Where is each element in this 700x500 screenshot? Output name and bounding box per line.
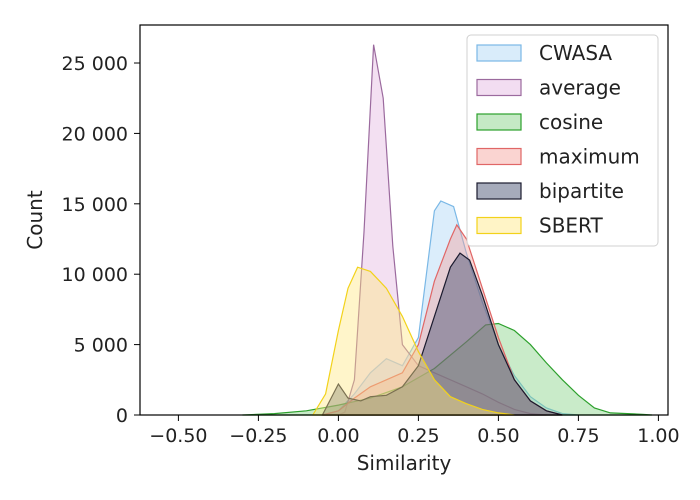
y-axis-label: Count <box>23 190 47 250</box>
y-tick-label: 10 000 <box>62 264 128 286</box>
legend-label-cwasa: CWASA <box>539 41 612 65</box>
x-tick-label: 0.50 <box>477 425 519 447</box>
series-area-sbert <box>311 266 515 416</box>
plot-frame <box>139 24 669 416</box>
y-tick-label: 0 <box>116 405 128 427</box>
legend-label-average: average <box>539 76 621 100</box>
y-tick-label: 5 000 <box>74 335 128 357</box>
y-axis: 0 5 000 10 000 15 000 20 000 25 000 <box>62 53 140 427</box>
x-tick-label: −0.50 <box>149 425 207 447</box>
series-area-bipartite <box>321 252 563 416</box>
legend-label-cosine: cosine <box>539 110 603 134</box>
legend-label-bipartite: bipartite <box>539 179 624 203</box>
legend-label-maximum: maximum <box>539 145 640 169</box>
series-layer <box>242 44 653 416</box>
legend-swatch-bipartite <box>476 182 522 200</box>
x-axis: −0.50 −0.25 0.00 0.25 0.50 0.75 1.00 <box>149 415 680 447</box>
y-tick-label: 15 000 <box>62 194 128 216</box>
x-axis-label: Similarity <box>357 451 452 475</box>
x-tick-label: 1.00 <box>637 425 679 447</box>
legend: CWASA average cosine maximum bipartite SBERT <box>466 34 659 247</box>
series-area-cwasa <box>322 200 579 416</box>
x-tick-label: 0.25 <box>397 425 439 447</box>
x-tick-label: −0.25 <box>229 425 287 447</box>
legend-swatch-maximum <box>476 147 522 166</box>
series-area-average <box>338 44 547 416</box>
legend-label-sbert: SBERT <box>539 214 603 238</box>
x-tick-label: 0.00 <box>317 425 359 447</box>
legend-swatch-cosine <box>476 113 522 131</box>
y-tick-label: 25 000 <box>62 53 128 75</box>
legend-swatch-average <box>476 78 522 97</box>
y-tick-label: 20 000 <box>62 123 128 145</box>
legend-swatch-cwasa <box>476 44 522 62</box>
series-area-cosine <box>242 322 653 416</box>
x-tick-label: 0.75 <box>557 425 599 447</box>
legend-swatch-sbert <box>476 216 522 235</box>
legend-frame <box>466 34 659 247</box>
